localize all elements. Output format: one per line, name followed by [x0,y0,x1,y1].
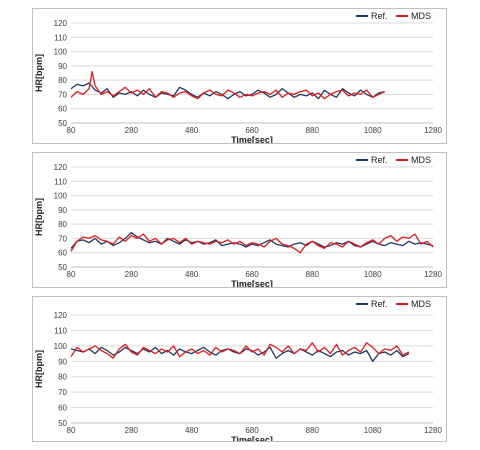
x-tick-label: 80 [67,126,76,135]
y-axis-label: HR[bpm] [34,54,44,92]
hr-chart-top: 50 60 70 80 90 100 110 120 80 280 480 680 880 1080 128… [34,11,442,143]
y-tick-label: 50 [58,419,67,428]
legend-label: MDS [411,11,431,21]
series-line-mds [70,233,434,254]
x-tick-label: 80 [67,270,76,279]
x-axis-label: Time[sec] [231,135,273,143]
series-line-mds [70,342,410,359]
y-tick-label: 80 [58,76,67,85]
hr-chart-middle: 50 60 70 80 90 100 110 120 80 280 480 680 880 1080 128… [34,155,442,287]
y-tick-label: 110 [54,326,67,335]
legend-label: Ref. [371,155,388,165]
x-tick-label: 1080 [364,270,382,279]
y-tick-label: 60 [58,105,67,114]
y-tick-label: 60 [58,404,67,413]
x-tick-label: 480 [185,126,199,135]
y-axis-label: HR[bpm] [34,198,44,236]
chart-panel-bottom: 50 60 70 80 90 100 110 120 80 280 480 680 880 1080 128… [32,296,447,442]
x-tick-label: 680 [245,126,259,135]
y-tick-label: 70 [58,234,67,243]
x-tick-label: 280 [125,126,139,135]
x-tick-label: 480 [185,270,199,279]
hr-chart-bottom: 50 60 70 80 90 100 110 120 80 280 480 680 880 1080 128… [34,299,442,441]
y-tick-label: 100 [54,342,68,351]
chart-panel-middle: 50 60 70 80 90 100 110 120 80 280 480 680 880 1080 128… [32,152,447,288]
x-axis-label: Time[sec] [231,435,273,441]
y-tick-label: 120 [54,311,68,320]
y-tick-label: 90 [58,62,67,71]
y-tick-label: 120 [54,163,68,172]
y-tick-label: 80 [58,220,67,229]
y-axis-label: HR[bpm] [34,350,44,388]
x-tick-label: 280 [125,426,139,435]
y-tick-label: 110 [54,177,67,186]
chart-panel-top: 50 60 70 80 90 100 110 120 80 280 480 680 880 1080 128… [32,8,447,144]
y-tick-label: 50 [58,119,67,128]
x-axis-label: Time[sec] [231,279,273,287]
y-tick-label: 110 [54,33,67,42]
x-tick-label: 1080 [364,426,382,435]
x-tick-label: 80 [67,426,76,435]
series-line-ref [70,82,385,100]
x-tick-label: 880 [306,270,320,279]
x-tick-label: 880 [306,426,320,435]
y-tick-label: 60 [58,249,67,258]
x-tick-label: 1280 [424,126,442,135]
x-tick-label: 880 [306,126,320,135]
y-tick-label: 90 [58,357,67,366]
legend-label: MDS [411,155,431,165]
x-tick-label: 1280 [424,426,442,435]
legend-label: MDS [411,299,431,309]
series-line-ref [70,232,434,249]
y-tick-label: 70 [58,388,67,397]
x-tick-label: 680 [245,270,259,279]
y-tick-label: 90 [58,206,67,215]
y-tick-label: 100 [54,48,68,57]
x-tick-label: 280 [125,270,139,279]
x-tick-label: 1280 [424,270,442,279]
y-tick-label: 120 [54,19,68,28]
y-tick-label: 100 [54,192,68,201]
y-tick-label: 80 [58,373,67,382]
x-tick-label: 480 [185,426,199,435]
x-tick-label: 1080 [364,126,382,135]
series-line-mds [70,70,385,100]
y-tick-label: 70 [58,90,67,99]
legend-label: Ref. [371,11,388,21]
x-tick-label: 680 [245,426,259,435]
y-tick-label: 50 [58,263,67,272]
legend-label: Ref. [371,299,388,309]
